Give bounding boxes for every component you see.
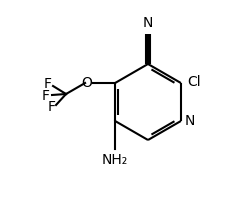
- Text: F: F: [42, 89, 50, 103]
- Text: F: F: [48, 100, 56, 114]
- Text: F: F: [44, 77, 52, 91]
- Text: Cl: Cl: [186, 75, 200, 89]
- Text: N: N: [142, 16, 153, 30]
- Text: O: O: [81, 76, 92, 90]
- Text: N: N: [184, 114, 194, 128]
- Text: NH₂: NH₂: [101, 153, 128, 167]
